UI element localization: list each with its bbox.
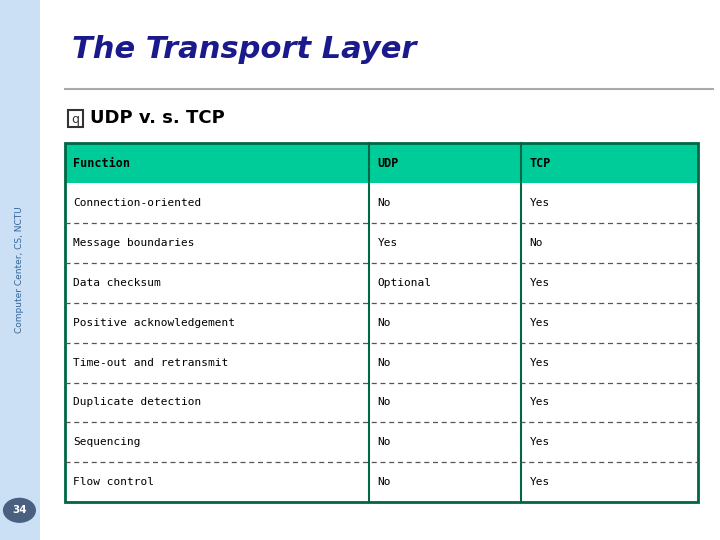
Text: No: No xyxy=(530,238,543,248)
Text: Yes: Yes xyxy=(530,437,550,447)
Text: The Transport Layer: The Transport Layer xyxy=(72,35,416,64)
Text: No: No xyxy=(377,437,391,447)
Text: Duplicate detection: Duplicate detection xyxy=(73,397,202,408)
Circle shape xyxy=(4,498,35,522)
Text: Message boundaries: Message boundaries xyxy=(73,238,195,248)
Text: Yes: Yes xyxy=(530,318,550,328)
Text: TCP: TCP xyxy=(530,157,551,170)
Text: Yes: Yes xyxy=(530,357,550,368)
Text: q: q xyxy=(71,113,80,126)
Text: No: No xyxy=(377,357,391,368)
Bar xyxy=(65,143,698,502)
Text: Sequencing: Sequencing xyxy=(73,437,141,447)
FancyBboxPatch shape xyxy=(0,0,40,540)
Text: No: No xyxy=(377,198,391,208)
FancyBboxPatch shape xyxy=(68,110,83,127)
Text: Yes: Yes xyxy=(530,397,550,408)
Text: 34: 34 xyxy=(12,505,27,515)
Text: Flow control: Flow control xyxy=(73,477,154,487)
Text: Yes: Yes xyxy=(377,238,398,248)
Text: UDP: UDP xyxy=(377,157,399,170)
Text: Function: Function xyxy=(73,157,130,170)
Text: Connection-oriented: Connection-oriented xyxy=(73,198,202,208)
Text: UDP v. s. TCP: UDP v. s. TCP xyxy=(90,109,225,127)
Text: Yes: Yes xyxy=(530,278,550,288)
Text: No: No xyxy=(377,477,391,487)
Text: Computer Center, CS, NCTU: Computer Center, CS, NCTU xyxy=(15,207,24,333)
Text: Time-out and retransmit: Time-out and retransmit xyxy=(73,357,229,368)
Text: Data checksum: Data checksum xyxy=(73,278,161,288)
Text: Yes: Yes xyxy=(530,198,550,208)
Text: Optional: Optional xyxy=(377,278,431,288)
Text: Yes: Yes xyxy=(530,477,550,487)
Text: No: No xyxy=(377,318,391,328)
Bar xyxy=(65,143,698,183)
Text: Positive acknowledgement: Positive acknowledgement xyxy=(73,318,235,328)
Text: No: No xyxy=(377,397,391,408)
